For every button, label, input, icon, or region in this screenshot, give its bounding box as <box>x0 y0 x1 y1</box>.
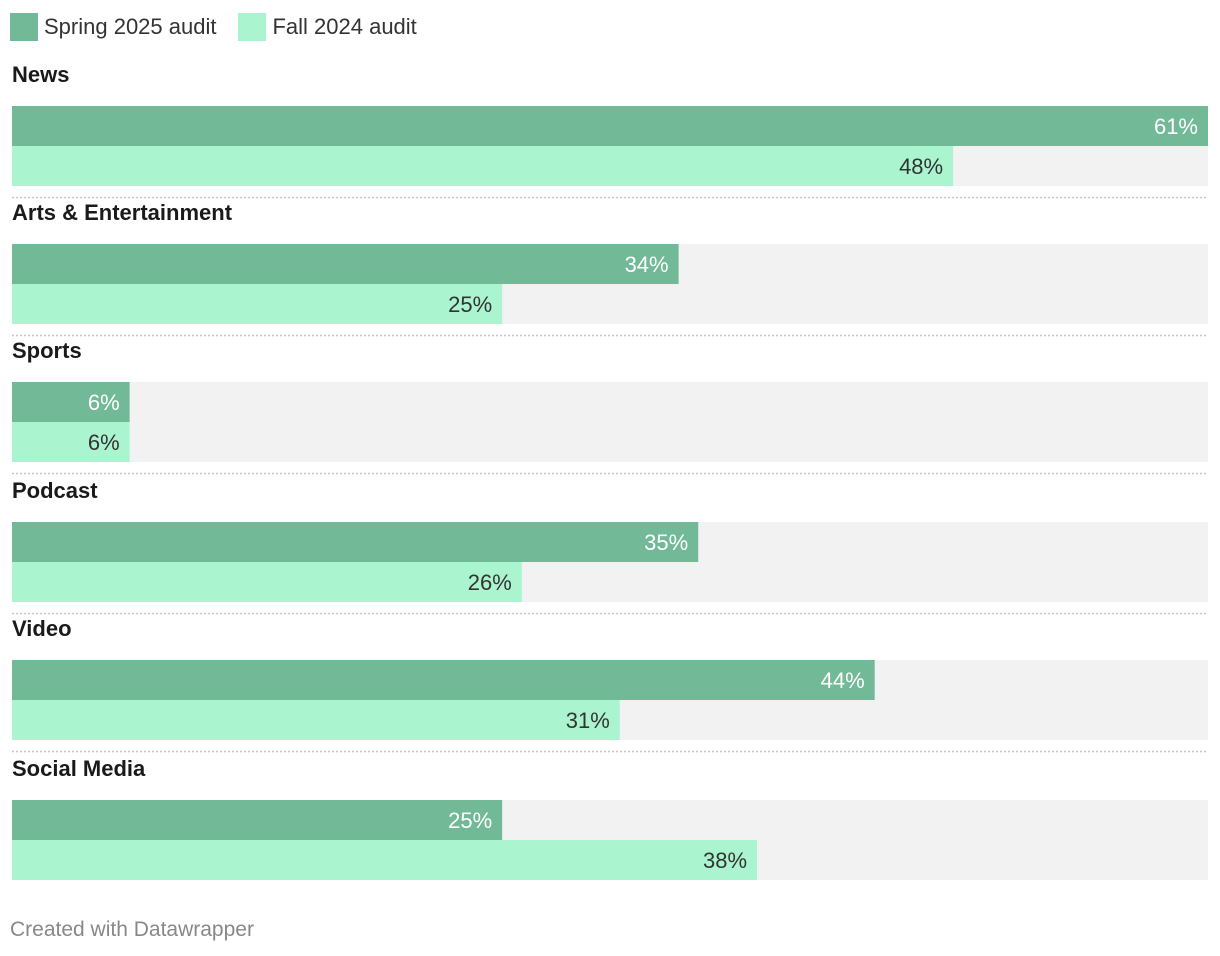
legend-label-fall-2024: Fall 2024 audit <box>272 14 417 39</box>
value-label-social-media-spring-2025-audit: 25% <box>448 808 492 833</box>
legend-label-spring-2025: Spring 2025 audit <box>44 14 217 39</box>
bar-sports-fall-2024-audit <box>12 422 130 462</box>
value-label-social-media-fall-2024-audit: 38% <box>703 848 747 873</box>
value-label-podcast-fall-2024-audit: 26% <box>468 570 512 595</box>
category-label-arts-and-entertainment: Arts & Entertainment <box>12 200 233 225</box>
category-label-news: News <box>12 62 69 87</box>
bar-arts-and-entertainment-fall-2024-audit <box>12 284 503 324</box>
value-label-video-spring-2025-audit: 44% <box>821 668 865 693</box>
bar-news-fall-2024-audit <box>12 146 954 186</box>
bar-podcast-fall-2024-audit <box>12 562 522 602</box>
value-label-arts-and-entertainment-fall-2024-audit: 25% <box>448 292 492 317</box>
value-label-sports-spring-2025-audit: 6% <box>88 390 120 415</box>
legend-swatch-fall-2024 <box>238 13 267 41</box>
bar-news-spring-2025-audit <box>12 106 1208 146</box>
category-label-video: Video <box>12 616 72 641</box>
value-label-news-spring-2025-audit: 61% <box>1154 114 1198 139</box>
category-label-social-media: Social Media <box>12 756 146 781</box>
legend-item-fall-2024: Fall 2024 audit <box>238 13 417 41</box>
category-label-podcast: Podcast <box>12 478 98 503</box>
bar-arts-and-entertainment-spring-2025-audit <box>12 244 679 284</box>
footer-credit: Created with Datawrapper <box>10 918 254 941</box>
value-label-video-fall-2024-audit: 31% <box>566 708 610 733</box>
bar-sports-spring-2025-audit <box>12 382 130 422</box>
bar-video-spring-2025-audit <box>12 660 875 700</box>
bar-social-media-spring-2025-audit <box>12 800 503 840</box>
value-label-podcast-spring-2025-audit: 35% <box>644 530 688 555</box>
legend-item-spring-2025: Spring 2025 audit <box>10 13 216 41</box>
bar-video-fall-2024-audit <box>12 700 620 740</box>
legend: Spring 2025 audit Fall 2024 audit <box>10 12 439 42</box>
bar-podcast-spring-2025-audit <box>12 522 699 562</box>
bar-track-sports <box>12 382 1208 462</box>
legend-swatch-spring-2025 <box>10 13 38 41</box>
value-label-sports-fall-2024-audit: 6% <box>88 430 120 455</box>
category-label-sports: Sports <box>12 338 82 363</box>
value-label-arts-and-entertainment-spring-2025-audit: 34% <box>625 252 669 277</box>
bar-social-media-fall-2024-audit <box>12 840 758 880</box>
value-label-news-fall-2024-audit: 48% <box>899 154 943 179</box>
